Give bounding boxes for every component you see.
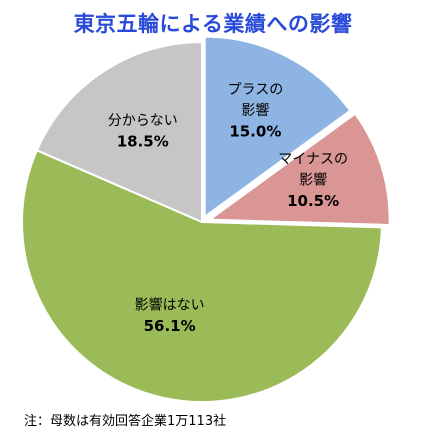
pie-labels: プラスの影響15.0%マイナスの影響10.5%影響はない56.1%分からない18…: [108, 82, 348, 335]
pie-slice: [35, 40, 203, 224]
slice-category-label: 分からない: [108, 113, 178, 129]
slice-category-label: 影響: [299, 172, 327, 189]
pie-slice: [206, 112, 391, 227]
chart-title: 東京五輪による業績への影響: [73, 12, 353, 36]
slice-category-label: プラスの: [227, 82, 283, 98]
slice-value-label: 15.0%: [229, 123, 281, 141]
slice-category-label: マイナスの: [278, 152, 348, 168]
slice-category-label: 影響はない: [135, 297, 205, 314]
slice-value-label: 10.5%: [287, 192, 339, 210]
slice-value-label: 18.5%: [117, 133, 169, 151]
pie-slices: [21, 35, 391, 403]
pie-slice: [21, 149, 383, 403]
footnote: 注：母数は有効回答企業1万113社: [24, 414, 227, 429]
slice-value-label: 56.1%: [144, 317, 196, 335]
slice-category-label: 影響: [241, 102, 269, 119]
pie-slice: [203, 35, 352, 219]
